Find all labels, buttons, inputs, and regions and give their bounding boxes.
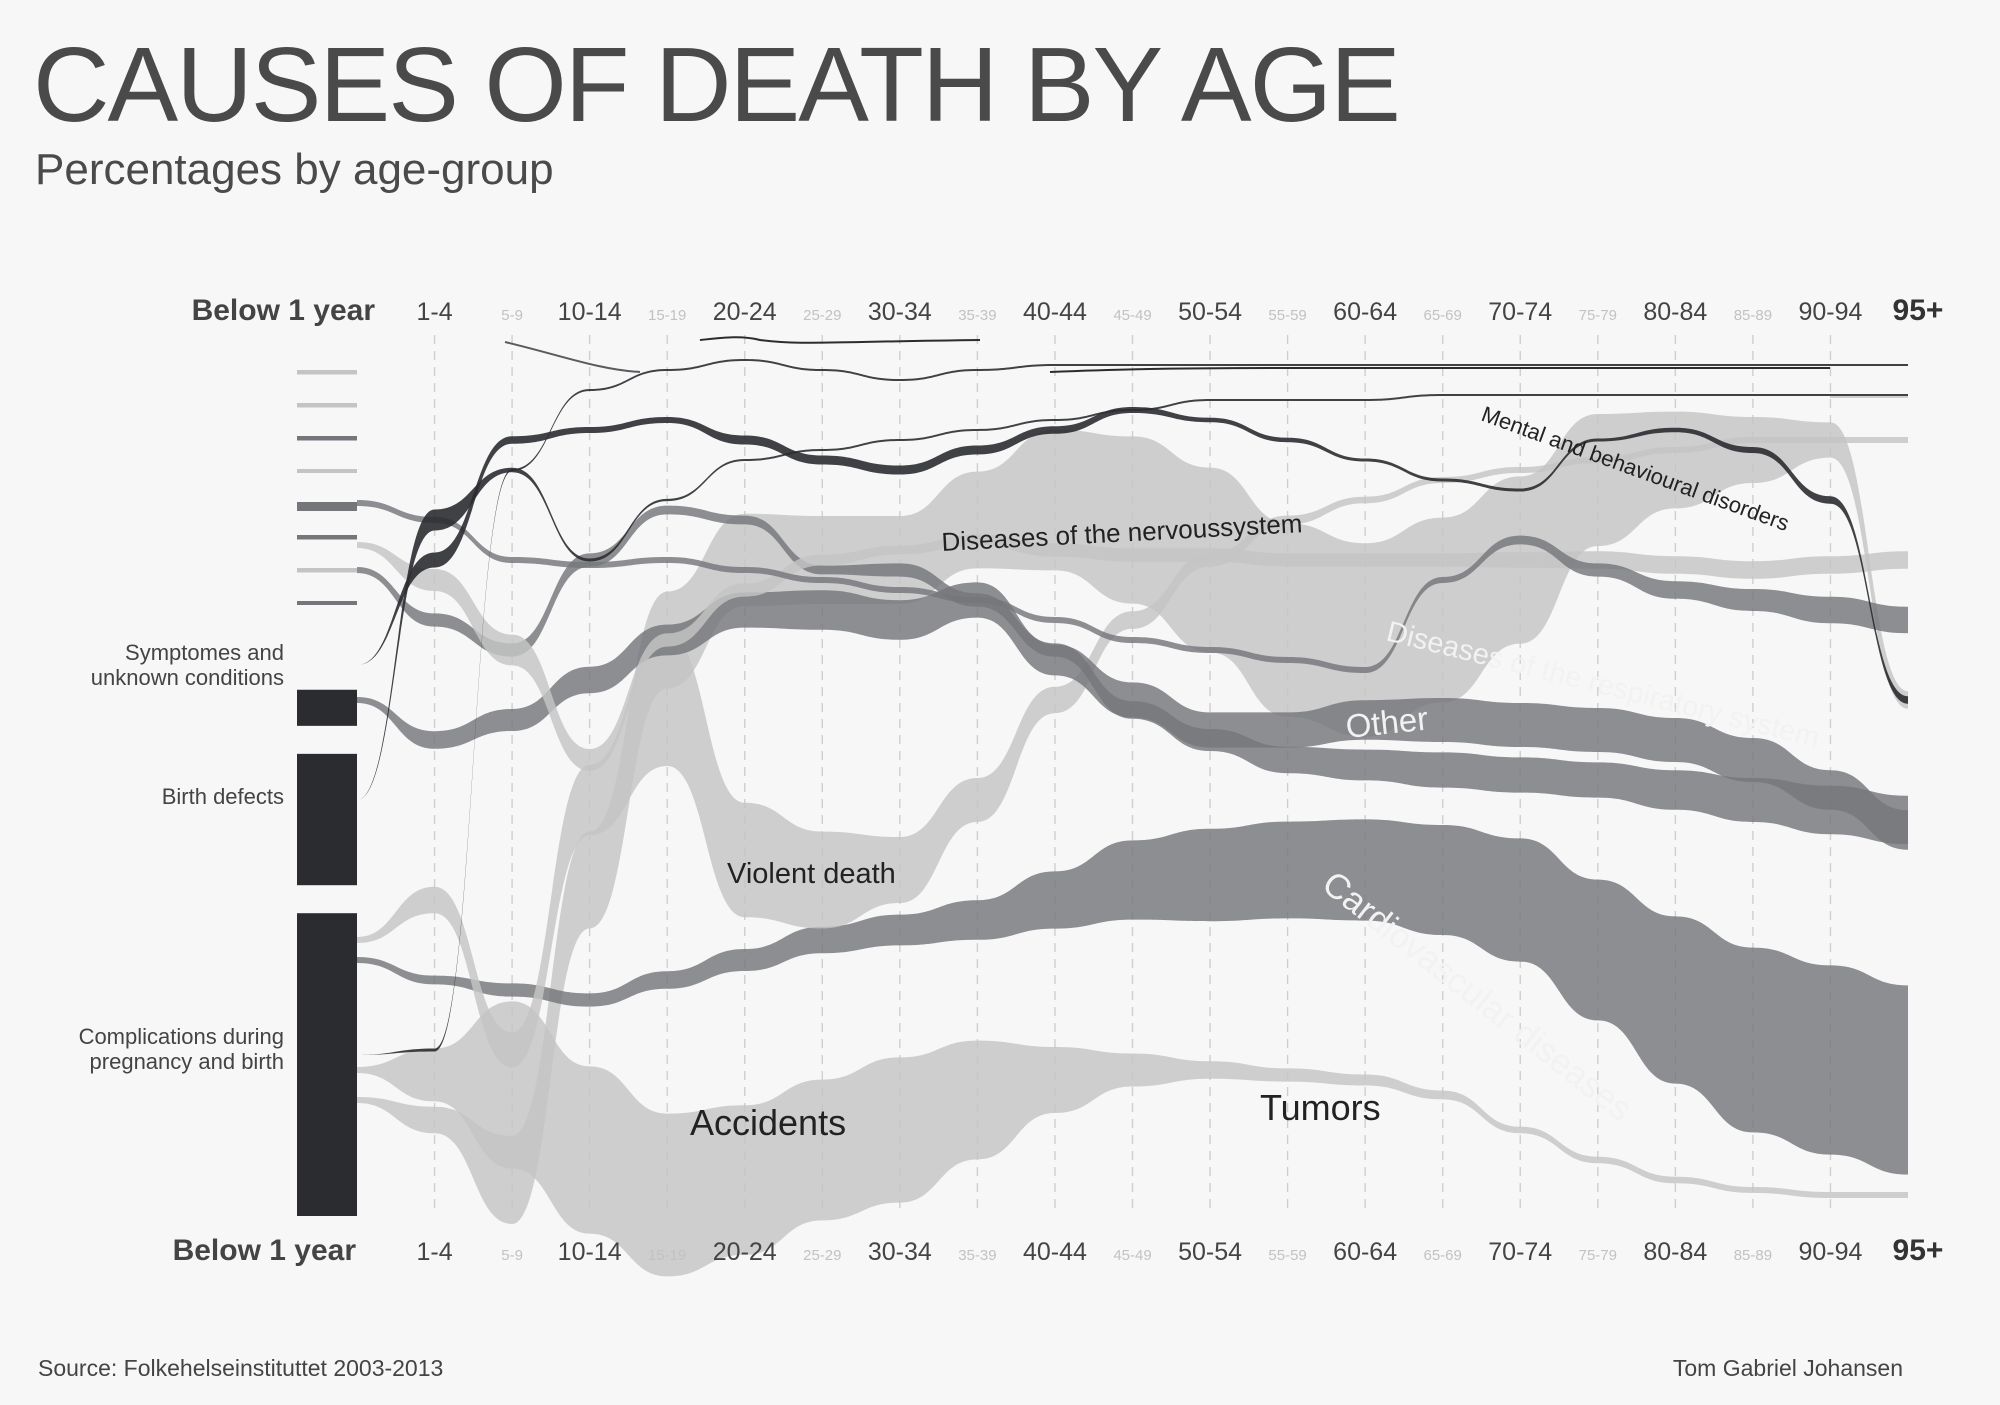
thin-line-2 [1049, 367, 1830, 373]
top-tick-45-49: 45-49 [1113, 307, 1151, 324]
bar-age0-accidents [297, 370, 357, 375]
top-tick-30-34: 30-34 [868, 298, 932, 326]
bottom-tick-60-64: 60-64 [1333, 1238, 1397, 1266]
label-symptomes-and-unknown-conditions: Symptomes and unknown conditions [91, 640, 284, 690]
bar-age0-diseases-of-the-respiratory-system [297, 535, 357, 540]
bar-age0-cardiovascular-diseases [297, 436, 357, 441]
page-subtitle: Percentages by age-group [35, 145, 554, 194]
bottom-tick-below-1-year: Below 1 year [173, 1234, 357, 1267]
top-tick-95: 95+ [1893, 294, 1944, 327]
bottom-tick-40-44: 40-44 [1023, 1238, 1087, 1266]
label-birth-defects: Birth defects [162, 784, 284, 809]
bottom-tick-20-24: 20-24 [713, 1238, 777, 1266]
ribbons [357, 359, 1908, 1277]
bottom-axis: Below 1 year 1-4 5-9 10-14 15-19 20-24 25-29 30… [173, 1234, 1944, 1267]
top-axis: Below 1 year 1-4 5-9 10-14 15-19 20-24 25-29 30… [192, 294, 1944, 327]
top-tick-55-59: 55-59 [1268, 307, 1306, 324]
top-tick-70-74: 70-74 [1488, 298, 1552, 326]
label-tumors: Tumors [1260, 1087, 1381, 1128]
age-zero-bars [297, 370, 357, 1216]
page-title: CAUSES OF DEATH BY AGE [33, 26, 1401, 144]
ribbon-accidents [357, 1001, 1908, 1277]
top-tick-35-39: 35-39 [958, 307, 996, 324]
top-tick-60-64: 60-64 [1333, 298, 1397, 326]
bottom-tick-50-54: 50-54 [1178, 1238, 1242, 1266]
bar-age0-other [297, 502, 357, 511]
bottom-tick-55-59: 55-59 [1268, 1247, 1306, 1264]
source-note: Source: Folkehelseinstituttet 2003-2013 [38, 1355, 444, 1381]
ribbon-symptomes-and-unknown-conditions [357, 407, 1908, 704]
label-complications-during-pregnancy-and-birth: Complications during pregnancy and birth [79, 1024, 284, 1074]
top-tick-20-24: 20-24 [713, 298, 777, 326]
label-other: Other [1344, 700, 1430, 745]
top-tick-75-79: 75-79 [1579, 307, 1617, 324]
top-tick-below-1-year: Below 1 year [192, 294, 376, 327]
top-tick-10-14: 10-14 [558, 298, 622, 326]
top-tick-40-44: 40-44 [1023, 298, 1087, 326]
bottom-tick-35-39: 35-39 [958, 1247, 996, 1264]
top-tick-65-69: 65-69 [1424, 307, 1462, 324]
bar-age0-tumors [297, 403, 357, 408]
top-tick-15-19: 15-19 [648, 307, 686, 324]
bottom-tick-15-19: 15-19 [648, 1247, 686, 1264]
bar-age0-complications-during-pregnancy-and-birth [297, 913, 357, 1216]
top-tick-90-94: 90-94 [1798, 298, 1862, 326]
bottom-tick-85-89: 85-89 [1734, 1247, 1772, 1264]
bar-age0-symptomes-and-unknown-conditions [297, 689, 357, 726]
ribbon-mental-and-behavioural-disorders [357, 500, 1908, 673]
thin-line-1 [699, 336, 981, 344]
thin-lines [504, 336, 1908, 398]
ribbon-cardiovascular-diseases [357, 819, 1908, 1175]
author-credit: Tom Gabriel Johansen [1672, 1355, 1903, 1381]
bottom-tick-1-4: 1-4 [416, 1238, 452, 1266]
bottom-tick-65-69: 65-69 [1424, 1247, 1462, 1264]
bottom-tick-75-79: 75-79 [1579, 1247, 1617, 1264]
bar-age0-mental-and-behavioural-disorders [297, 601, 357, 605]
bar-age0-violent-death [297, 469, 357, 473]
top-tick-1-4: 1-4 [416, 298, 452, 326]
label-accidents: Accidents [690, 1102, 846, 1143]
bar-age0-diseases-of-the-nervoussystem [297, 568, 357, 573]
top-tick-5-9: 5-9 [501, 307, 523, 324]
ribbon-violent-death [357, 437, 1908, 1068]
thin-line-3 [504, 341, 641, 373]
bottom-tick-30-34: 30-34 [868, 1238, 932, 1266]
bottom-tick-25-29: 25-29 [803, 1247, 841, 1264]
bottom-tick-45-49: 45-49 [1113, 1247, 1151, 1264]
top-tick-80-84: 80-84 [1643, 298, 1707, 326]
label-violent-death: Violent death [727, 858, 896, 890]
bottom-tick-5-9: 5-9 [501, 1247, 523, 1264]
top-tick-85-89: 85-89 [1734, 307, 1772, 324]
ribbon-diseases-of-the-nervoussystem [357, 534, 1908, 771]
bottom-tick-80-84: 80-84 [1643, 1238, 1707, 1266]
top-tick-50-54: 50-54 [1178, 298, 1242, 326]
bottom-tick-95: 95+ [1893, 1234, 1944, 1267]
ribbon-tumors [357, 411, 1908, 1225]
ribbon-diseases-of-the-respiratory-system [357, 505, 1908, 845]
bottom-tick-70-74: 70-74 [1488, 1238, 1552, 1266]
bar-age0-birth-defects [297, 753, 357, 886]
bottom-tick-90-94: 90-94 [1798, 1238, 1862, 1266]
bottom-tick-10-14: 10-14 [558, 1238, 622, 1266]
top-tick-25-29: 25-29 [803, 307, 841, 324]
